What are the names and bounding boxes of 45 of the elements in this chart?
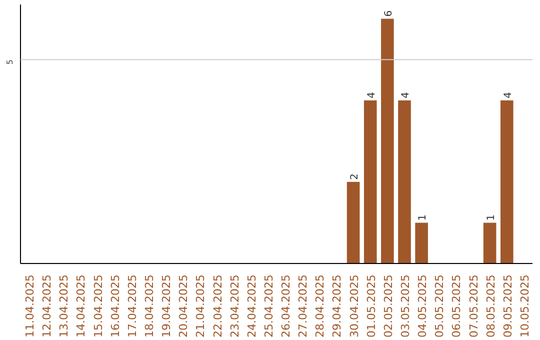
x-tick-label: 21.04.2025 (194, 274, 208, 338)
bar (381, 18, 394, 264)
data-label: 4 (502, 92, 514, 98)
data-label: 2 (349, 174, 360, 180)
x-tick-label: 24.04.2025 (245, 274, 258, 338)
bar (500, 100, 514, 264)
bar (483, 222, 496, 264)
data-label: 1 (486, 214, 497, 221)
x-tick-label: 25.04.2025 (262, 274, 276, 338)
x-tick-label: 03.05.2025 (399, 274, 412, 338)
x-tick-label: 17.04.2025 (126, 274, 139, 338)
x-tick-label: 12.04.2025 (40, 274, 54, 338)
x-tick-label: 06.05.2025 (450, 274, 464, 338)
x-tick-label: 04.05.2025 (416, 274, 430, 338)
bar (398, 100, 411, 264)
x-tick-label: 19.04.2025 (160, 274, 174, 338)
x-tick-label: 05.05.2025 (433, 274, 446, 338)
bar (415, 222, 428, 264)
x-tick-label: 30.04.2025 (348, 274, 361, 338)
x-tick-label: 20.04.2025 (177, 274, 190, 338)
x-tick-label: 09.05.2025 (501, 274, 514, 338)
x-tick-label: 10.05.2025 (518, 274, 532, 338)
x-tick-label: 07.05.2025 (467, 274, 480, 338)
x-tick-label: 18.04.2025 (143, 274, 156, 338)
ref-line-label: 5 (6, 60, 14, 65)
x-tick-label: 28.04.2025 (314, 274, 327, 338)
x-tick-label: 29.04.2025 (330, 274, 344, 338)
x-tick-label: 02.05.2025 (382, 274, 395, 338)
bar (346, 182, 360, 264)
x-tick-label: 08.05.2025 (484, 274, 498, 338)
data-label: 6 (383, 10, 394, 17)
x-tick-label: 27.04.2025 (296, 274, 310, 338)
x-tick-label: 23.04.2025 (228, 274, 242, 338)
x-tick-label: 26.04.2025 (280, 274, 293, 338)
data-label: 4 (400, 92, 412, 98)
x-tick-label: 13.04.2025 (58, 274, 71, 338)
x-tick-label: 14.04.2025 (74, 274, 88, 338)
x-tick-label: 16.04.2025 (108, 274, 122, 338)
data-label: 4 (366, 92, 378, 98)
x-tick-label: 11.04.2025 (24, 274, 37, 338)
data-label: 1 (418, 214, 429, 221)
x-tick-label: 01.05.2025 (364, 274, 378, 338)
x-tick-label: 15.04.2025 (92, 274, 105, 338)
bar (364, 100, 377, 264)
x-tick-label: 22.04.2025 (211, 274, 224, 338)
